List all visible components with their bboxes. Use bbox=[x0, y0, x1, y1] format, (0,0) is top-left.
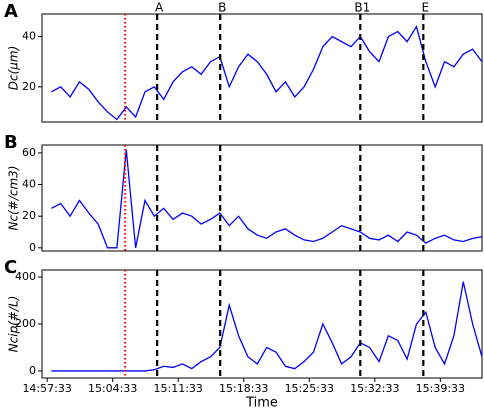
x-tick-label: 15:11:33 bbox=[154, 382, 203, 395]
event-label: E bbox=[422, 1, 430, 15]
y-tick-label: 400 bbox=[15, 270, 36, 283]
data-line bbox=[51, 281, 483, 372]
panel-label: C bbox=[4, 257, 17, 278]
y-tick-label: 40 bbox=[22, 30, 36, 43]
x-axis-label: Time bbox=[245, 396, 278, 408]
x-tick-label: 14:57:33 bbox=[22, 382, 71, 395]
y-axis-label: Nc(#/cm3) bbox=[7, 166, 21, 231]
panel-label: A bbox=[4, 1, 18, 22]
event-label: B bbox=[218, 1, 226, 15]
plot-frame bbox=[41, 13, 483, 123]
y-tick-label: 60 bbox=[22, 146, 36, 159]
x-tick-label: 15:32:33 bbox=[350, 382, 399, 395]
x-tick-label: 15:04:33 bbox=[88, 382, 137, 395]
data-line bbox=[51, 24, 483, 121]
x-tick-label: 15:18:33 bbox=[219, 382, 268, 395]
panel-label: B bbox=[4, 132, 18, 153]
y-axis-label: Ncip(#/L) bbox=[7, 296, 21, 353]
y-tick-label: 0 bbox=[29, 241, 36, 254]
data-line bbox=[51, 149, 483, 249]
x-tick-label: 15:25:33 bbox=[285, 382, 334, 395]
y-tick-label: 20 bbox=[22, 80, 36, 93]
event-label: B1 bbox=[354, 1, 370, 15]
plot-frame bbox=[41, 144, 483, 252]
y-tick-label: 20 bbox=[22, 209, 36, 222]
x-tick-label: 15:39:33 bbox=[416, 382, 465, 395]
event-label: A bbox=[155, 1, 164, 15]
y-tick-label: 40 bbox=[22, 178, 36, 191]
y-tick-label: 200 bbox=[15, 317, 36, 330]
y-axis-label: Dc(μm) bbox=[7, 46, 21, 91]
y-tick-label: 0 bbox=[29, 364, 36, 377]
